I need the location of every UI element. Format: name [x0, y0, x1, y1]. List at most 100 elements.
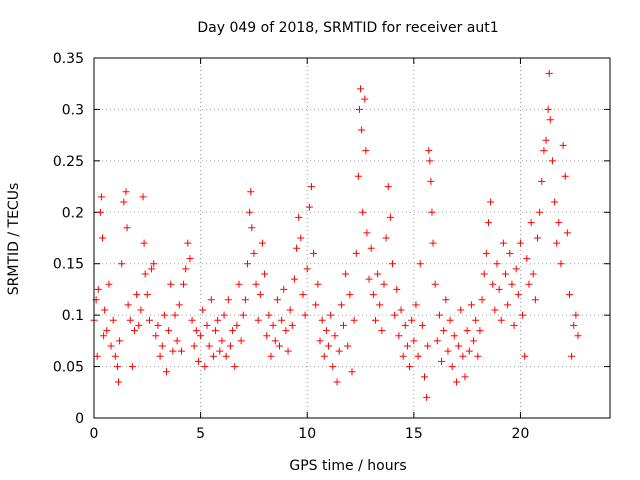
data-point	[553, 239, 561, 247]
data-point	[218, 337, 226, 345]
data-point	[107, 342, 115, 350]
data-point	[118, 260, 126, 268]
y-tick-label: 0.05	[53, 360, 84, 376]
data-point	[363, 229, 371, 237]
data-point	[359, 208, 367, 216]
data-point	[140, 239, 148, 247]
data-point	[280, 285, 288, 293]
data-point	[382, 234, 390, 242]
data-point	[93, 352, 101, 360]
data-point	[273, 296, 281, 304]
x-tick-label: 10	[298, 426, 316, 442]
data-point	[252, 280, 260, 288]
data-point	[514, 291, 522, 299]
data-point	[470, 337, 478, 345]
data-point	[499, 239, 507, 247]
data-point	[194, 357, 202, 365]
data-point	[367, 244, 375, 252]
data-point	[247, 188, 255, 196]
data-point	[502, 270, 510, 278]
data-point	[450, 332, 458, 340]
x-tick-label: 5	[196, 426, 205, 442]
data-point	[250, 249, 258, 257]
data-point	[96, 208, 104, 216]
y-tick-label: 0.2	[62, 205, 84, 221]
data-point	[545, 69, 553, 77]
data-point	[544, 105, 552, 113]
data-point	[235, 280, 243, 288]
data-point	[536, 208, 544, 216]
data-point	[105, 280, 113, 288]
data-point	[214, 316, 222, 324]
data-point	[350, 316, 358, 324]
data-point	[423, 393, 431, 401]
data-point	[322, 327, 330, 335]
data-point	[278, 316, 286, 324]
data-point	[386, 213, 394, 221]
data-point	[435, 311, 443, 319]
data-point	[457, 306, 465, 314]
data-point	[555, 219, 563, 227]
data-point	[295, 213, 303, 221]
data-point	[512, 265, 520, 273]
data-point	[428, 208, 436, 216]
data-point	[362, 147, 370, 155]
chart-title: Day 049 of 2018, SRMTID for receiver aut…	[197, 20, 498, 36]
data-point	[523, 255, 531, 263]
data-point	[145, 316, 153, 324]
data-point	[101, 306, 109, 314]
data-point	[177, 347, 185, 355]
data-point	[538, 177, 546, 185]
data-point	[561, 172, 569, 180]
data-point	[241, 296, 249, 304]
y-tick-label: 0.15	[53, 257, 84, 273]
data-point	[442, 296, 450, 304]
data-point	[369, 291, 377, 299]
data-point	[222, 352, 230, 360]
data-point	[318, 316, 326, 324]
data-point	[248, 224, 256, 232]
data-point	[124, 301, 132, 309]
grid	[94, 58, 610, 418]
data-point	[122, 188, 130, 196]
data-point	[568, 352, 576, 360]
data-point	[474, 352, 482, 360]
data-point	[452, 378, 460, 386]
data-point	[303, 265, 311, 273]
data-point	[301, 311, 309, 319]
data-point	[216, 347, 224, 355]
data-point	[358, 126, 366, 134]
y-tick-label: 0.1	[62, 308, 84, 324]
data-point	[115, 378, 123, 386]
data-point	[205, 342, 213, 350]
data-point	[346, 291, 354, 299]
data-point	[307, 183, 315, 191]
data-point	[103, 327, 111, 335]
data-point	[527, 219, 535, 227]
data-point	[94, 285, 102, 293]
data-point	[293, 244, 301, 252]
data-point	[389, 260, 397, 268]
data-point	[116, 337, 124, 345]
data-point	[123, 224, 131, 232]
data-point	[288, 321, 296, 329]
y-tick-label: 0	[75, 411, 84, 427]
data-point	[133, 291, 141, 299]
data-point	[519, 311, 527, 319]
data-point	[299, 291, 307, 299]
data-point	[297, 234, 305, 242]
data-point	[433, 337, 441, 345]
data-point	[472, 316, 480, 324]
data-point	[534, 234, 542, 242]
data-point	[192, 327, 200, 335]
data-point	[99, 234, 107, 242]
data-point	[209, 352, 217, 360]
data-point	[426, 157, 434, 165]
data-point	[128, 363, 136, 371]
data-point	[171, 311, 179, 319]
data-point	[254, 316, 262, 324]
data-point	[414, 352, 422, 360]
data-point	[371, 316, 379, 324]
data-point	[150, 260, 158, 268]
data-point	[427, 177, 435, 185]
